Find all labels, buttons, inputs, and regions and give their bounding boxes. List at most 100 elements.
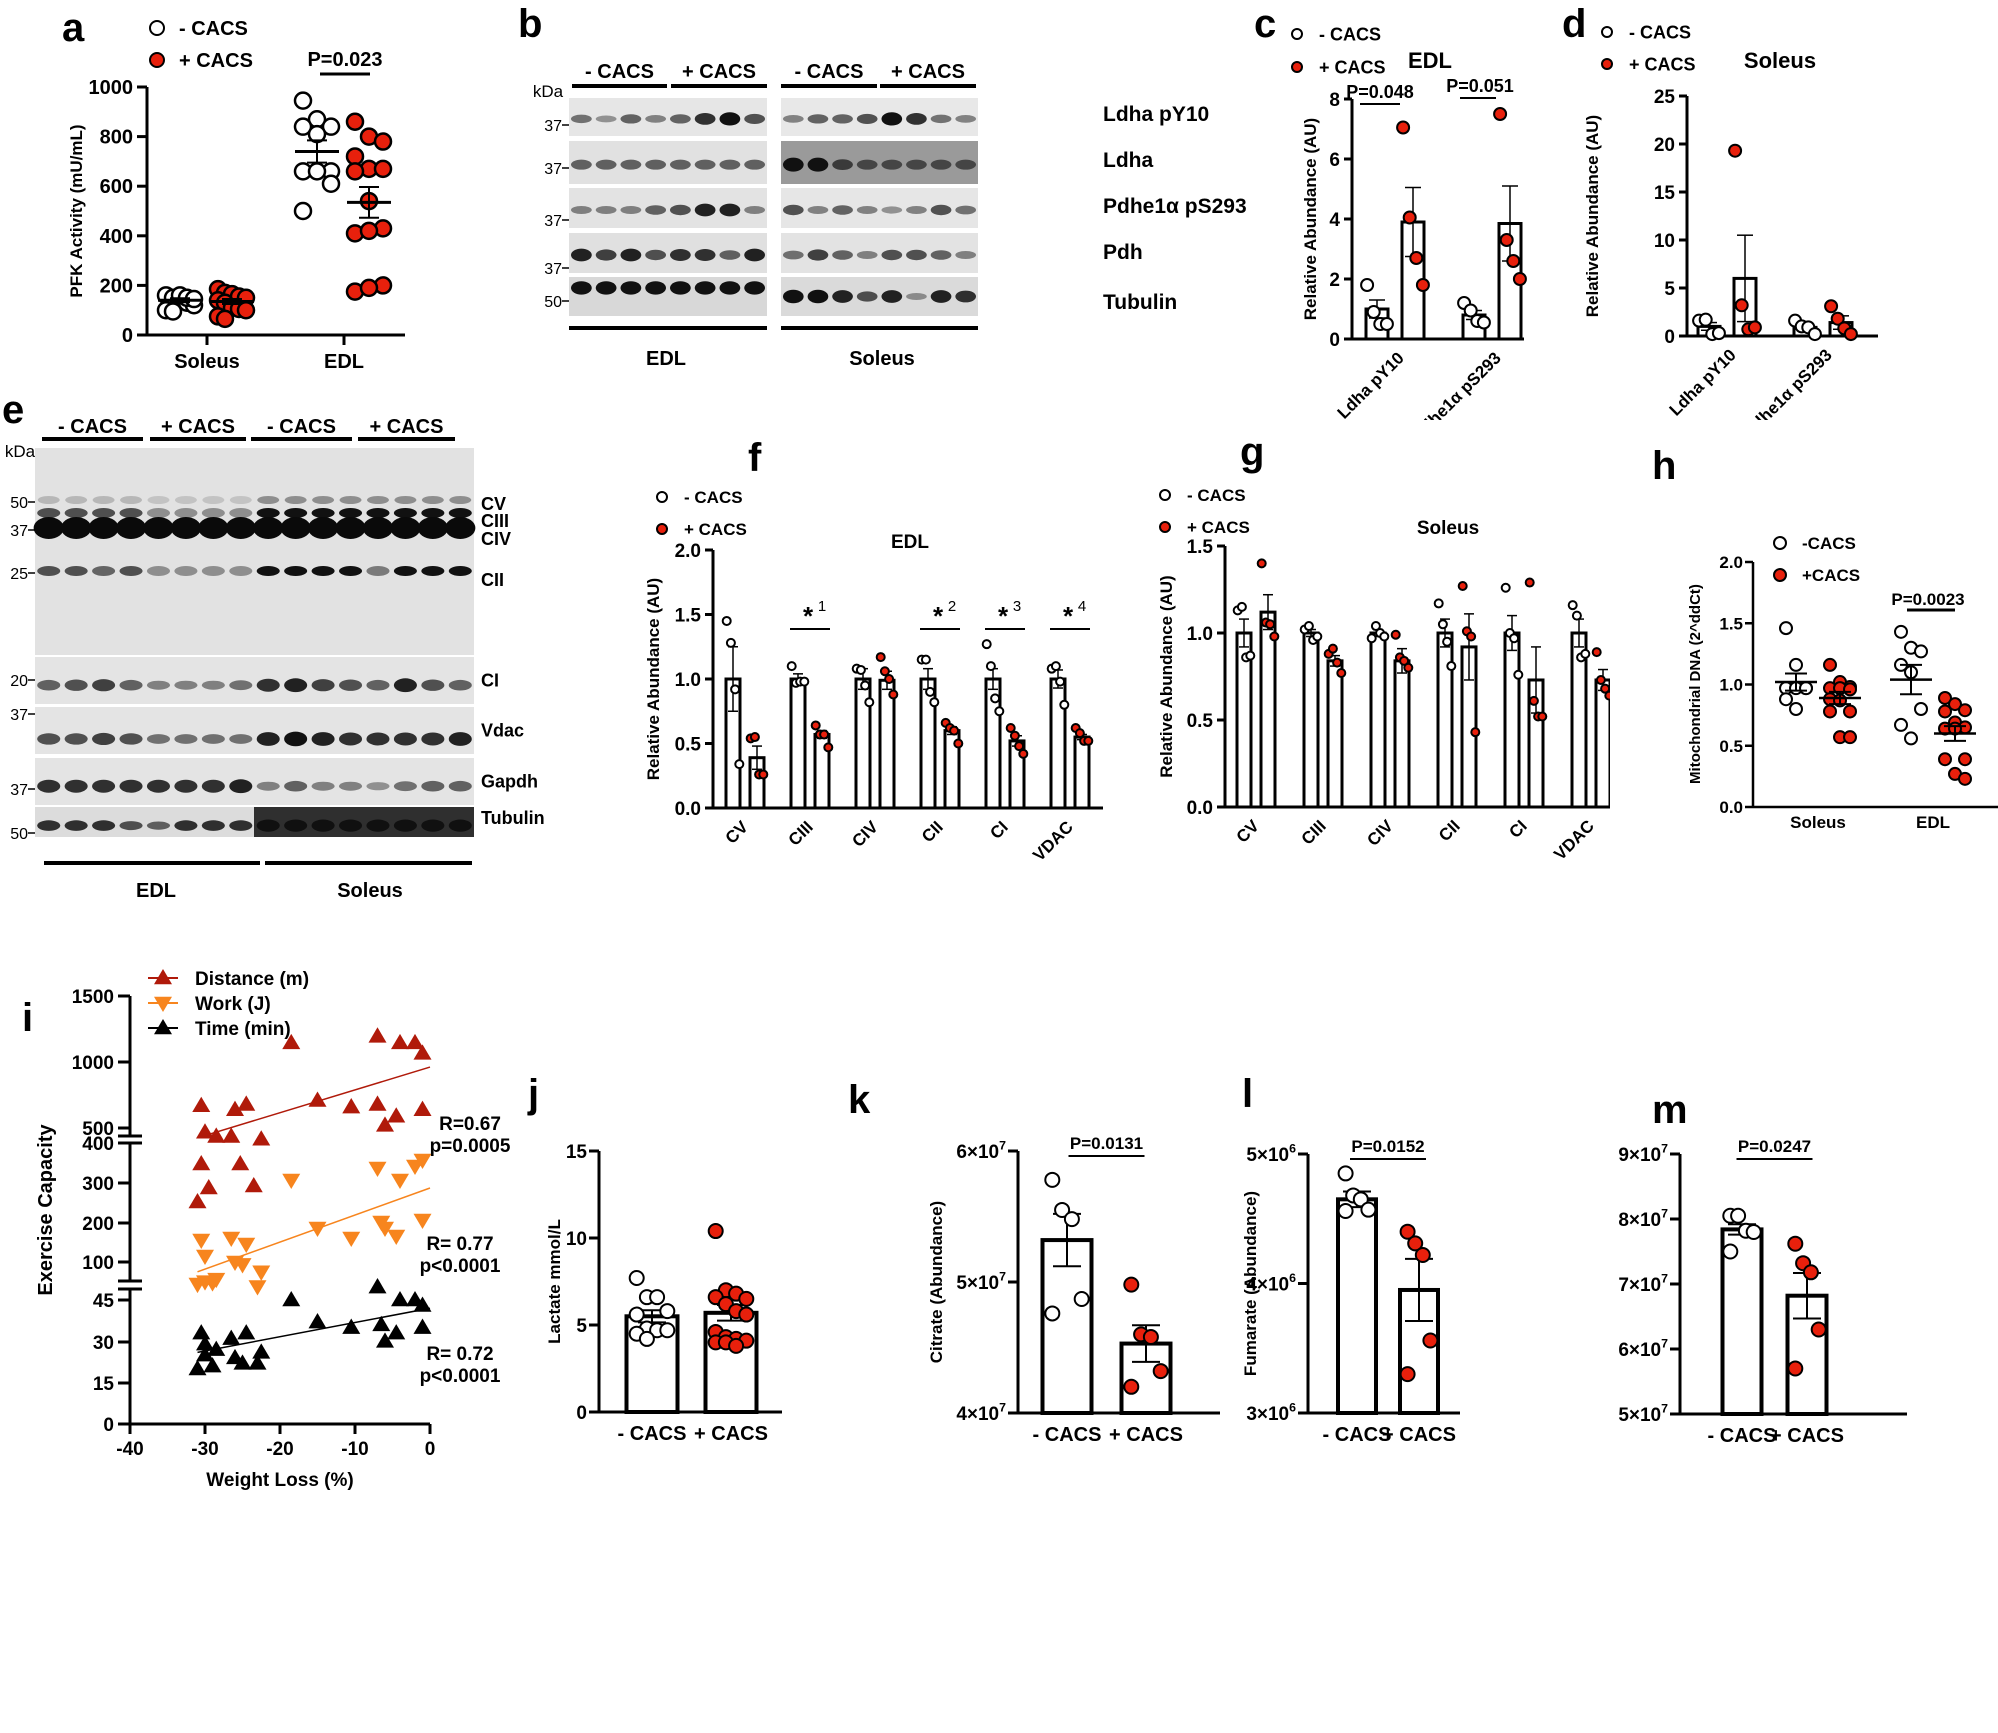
data-point — [1493, 107, 1508, 121]
data-point — [376, 1332, 394, 1348]
data-point — [1787, 1360, 1804, 1377]
significance-star: * — [998, 601, 1009, 631]
data-point — [154, 996, 172, 1012]
protein-band — [421, 508, 445, 518]
tick-label: 15 — [1654, 183, 1676, 204]
data-point — [1457, 581, 1468, 592]
legend-marker-minus — [656, 491, 668, 503]
data-point — [888, 689, 899, 700]
protein-band — [645, 249, 667, 261]
protein-band — [669, 159, 691, 170]
data-point — [1403, 662, 1414, 673]
tick-label: 10 — [1654, 231, 1675, 252]
group-label: - CACS — [267, 416, 336, 438]
protein-band — [174, 820, 198, 831]
protein-band — [120, 496, 143, 504]
tick-label: 25 — [1654, 87, 1676, 108]
panel-label-j: j — [528, 1072, 540, 1116]
significance-star: * — [803, 601, 814, 631]
category-label: + CACS — [1770, 1425, 1844, 1447]
data-point — [1938, 704, 1952, 719]
p-value-label: P=0.0023 — [1891, 590, 1964, 609]
protein-band — [311, 566, 335, 576]
data-point — [1360, 278, 1375, 292]
data-point — [1958, 771, 1972, 786]
data-point — [345, 147, 365, 166]
data-point — [222, 1231, 241, 1247]
tick-label: -20 — [266, 1439, 293, 1460]
protein-band — [366, 508, 390, 518]
legend-marker-plus — [656, 523, 668, 535]
data-point — [391, 1291, 409, 1307]
protein-band — [445, 517, 476, 539]
data-point — [1422, 1332, 1439, 1349]
tick-label: 15 — [93, 1374, 115, 1395]
data-point — [192, 1324, 211, 1340]
protein-band — [201, 508, 225, 518]
blot-strip — [35, 707, 474, 754]
data-point — [1083, 735, 1094, 746]
data-point — [1824, 299, 1839, 314]
protein-band — [393, 508, 417, 518]
regression-line — [197, 1066, 431, 1139]
protein-band — [311, 679, 335, 692]
protein-band — [955, 115, 977, 123]
protein-band — [257, 496, 280, 504]
protein-band — [620, 114, 642, 124]
data-point — [1789, 702, 1803, 716]
legend-label-minus: -CACS — [1802, 534, 1856, 553]
data-point — [1722, 1243, 1739, 1260]
bar — [1259, 610, 1277, 809]
protein-band — [37, 679, 61, 691]
protein-band — [92, 679, 116, 692]
data-point — [233, 1354, 252, 1370]
kda-marker: 37 — [544, 261, 562, 278]
panel-label-k: k — [848, 1078, 871, 1122]
data-point — [368, 1027, 387, 1043]
data-point — [387, 1229, 406, 1245]
data-point — [1894, 624, 1908, 639]
protein-band — [645, 115, 667, 123]
protein-band — [201, 734, 225, 744]
data-point — [192, 1233, 211, 1249]
data-point — [413, 1153, 432, 1169]
data-point — [1843, 730, 1857, 745]
protein-band — [37, 779, 61, 793]
data-point — [659, 1303, 676, 1320]
data-point — [413, 1044, 432, 1060]
data-point — [799, 676, 810, 687]
y-axis-label: Lactate mmol/L — [545, 1219, 564, 1344]
bar — [1302, 631, 1320, 809]
protein-band — [421, 496, 444, 504]
group-label: + CACS — [891, 61, 965, 83]
data-point — [1466, 631, 1477, 642]
data-point — [1595, 674, 1606, 685]
protein-band — [782, 115, 804, 123]
data-point — [707, 1223, 724, 1240]
data-point — [1265, 619, 1276, 630]
data-point — [1379, 631, 1390, 642]
data-point — [879, 666, 890, 677]
protein-band — [362, 517, 394, 539]
data-point — [1567, 600, 1578, 611]
panel-label-i: i — [22, 996, 34, 1040]
legend-marker-minus — [1159, 489, 1171, 501]
band-label: CIV — [481, 529, 511, 549]
tick-label: 45 — [93, 1291, 115, 1312]
protein-band — [335, 517, 366, 539]
data-point — [1050, 661, 1061, 672]
protein-band — [782, 157, 804, 172]
tick-label: 600 — [100, 176, 133, 198]
data-point — [1366, 305, 1381, 319]
protein-band — [37, 820, 61, 831]
protein-band — [92, 496, 115, 504]
data-point — [1059, 699, 1070, 710]
data-point — [1830, 311, 1845, 326]
category-label: EDL — [1916, 813, 1950, 832]
western-blot-b: - CACS + CACS - CACS + CACS kDa 37 37 37 37 50 EDL… — [533, 61, 978, 370]
data-point — [237, 1237, 256, 1253]
data-point — [884, 674, 895, 684]
axis-break — [118, 1137, 142, 1143]
category-label: - CACS — [618, 1423, 687, 1445]
data-point — [192, 1096, 211, 1113]
